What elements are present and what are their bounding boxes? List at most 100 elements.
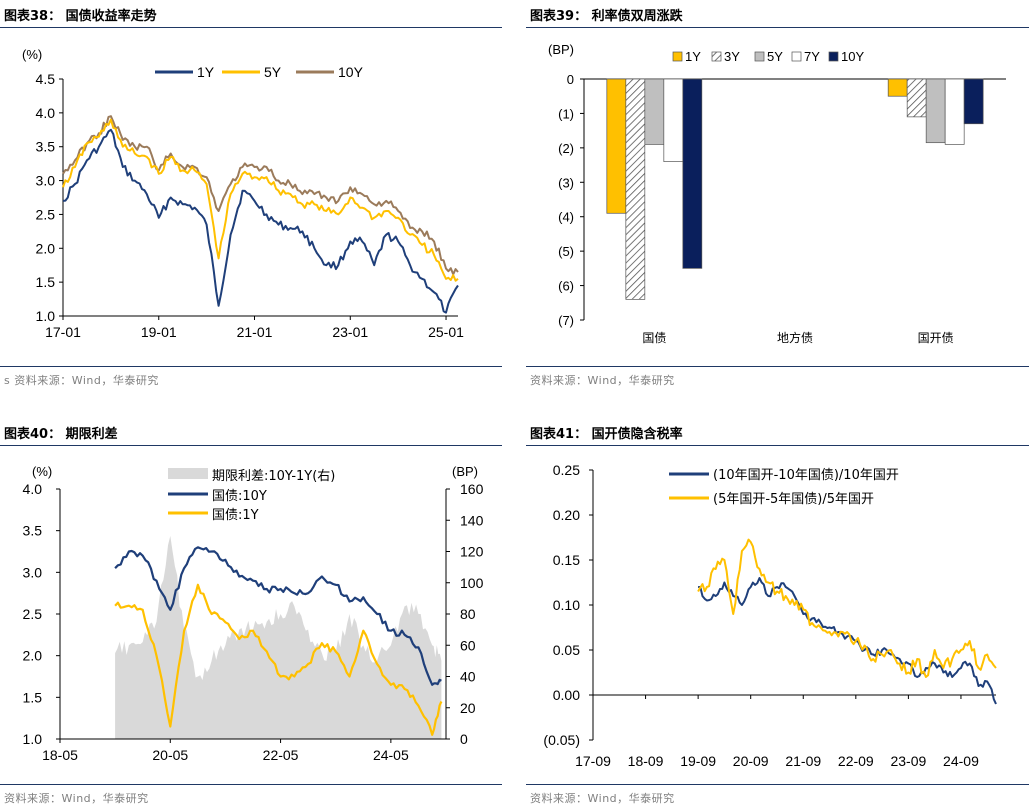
category-label: 地方债 (777, 330, 813, 345)
y-tick-label: 4.0 (36, 105, 56, 121)
y-axis-unit: (%) (22, 47, 42, 62)
bar-1Y-国债 (606, 78, 627, 214)
x-tick-label: 25-01 (428, 324, 464, 340)
legend-label: (5年国开-5年国债)/5年国开 (713, 492, 874, 507)
x-tick-label: 19-09 (680, 753, 716, 769)
chart-term-spread: (%) (BP) 1.0 1.5 2.0 2.5 3.0 3.5 4.0 0 20 40 60 80 100… (23, 464, 484, 763)
bar-5Y-国开债 (925, 78, 946, 144)
x-tick-label: 17-09 (575, 753, 611, 769)
legend-label: 10Y (338, 64, 364, 80)
legend-label: 5Y (767, 49, 783, 64)
series-line-5Y (62, 118, 459, 282)
title-rule-41 (526, 445, 1029, 446)
y2-tick-label: 20 (460, 700, 476, 716)
legend-label: 5Y (264, 64, 282, 80)
series-area-term-spread (115, 535, 442, 739)
title-rule-40 (0, 445, 502, 446)
y-tick-label: 2.0 (23, 648, 43, 664)
chart-treasury-yield: (%) 1.0 1.5 2.0 2.5 3.0 3.5 4.0 4.5 17-01 19-01 21-… (22, 47, 464, 340)
bar-3Y-国开债 (906, 78, 927, 118)
y-tick-label: 2.5 (36, 206, 56, 222)
y-tick-label: 0.00 (553, 687, 580, 703)
source-rule-41 (526, 784, 1029, 785)
y-tick-label: 0.05 (553, 642, 580, 658)
y2-tick-label: 120 (460, 544, 484, 560)
x-tick-label: 19-01 (141, 324, 177, 340)
y-tick-label: 4.5 (36, 71, 56, 87)
y-tick-label: 2.0 (36, 240, 56, 256)
title-rule-38 (0, 27, 502, 28)
legend-swatch-1Y (672, 51, 683, 62)
legend-swatch-3Y (711, 51, 722, 62)
y-tick-label: 4.0 (23, 481, 43, 497)
legend-label: 1Y (197, 64, 215, 80)
y-tick-label: 0.10 (553, 597, 580, 613)
source-note-39: 资料来源：Wind，华泰研究 (530, 374, 675, 387)
x-tick-label: 20-05 (152, 747, 188, 763)
bar-10Y-国开债 (963, 78, 984, 125)
source-note-41: 资料来源：Wind，华泰研究 (530, 792, 675, 805)
chart-title-38: 图表38： 国债收益率走势 (4, 9, 157, 24)
y-tick-label: (1) (558, 106, 574, 121)
y-tick-label: 1.5 (36, 274, 56, 290)
bar-3Y-国债 (625, 78, 646, 300)
series-line-1Y (62, 128, 459, 314)
y-tick-label: 3.5 (36, 139, 56, 155)
y-tick-label: (5) (558, 244, 574, 259)
legend-label: 3Y (724, 49, 740, 64)
y2-axis-unit: (BP) (452, 464, 478, 479)
x-tick-label: 21-01 (237, 324, 273, 340)
x-tick-label: 17-01 (45, 324, 81, 340)
y-tick-label: 1.5 (23, 689, 43, 705)
title-rule-39 (526, 27, 1029, 28)
y-axis-unit: (BP) (548, 42, 574, 57)
y-tick-label: 1.0 (23, 731, 43, 747)
x-tick-label: 22-09 (838, 753, 874, 769)
y2-tick-label: 140 (460, 512, 484, 528)
x-tick-label: 23-01 (332, 324, 368, 340)
y-tick-label: 1.0 (36, 308, 56, 324)
legend-label: 10Y (841, 49, 864, 64)
bar-1Y-国开债 (887, 78, 908, 97)
y-tick-label: (7) (558, 313, 574, 328)
y2-tick-label: 60 (460, 637, 476, 653)
source-note-38: s 资料来源：Wind，华泰研究 (4, 374, 159, 387)
x-tick-label: 23-09 (890, 753, 926, 769)
x-tick-label: 22-05 (263, 747, 299, 763)
series-line-10Y (62, 115, 459, 276)
chart-implied-tax-rate: (0.05) 0.00 0.05 0.10 0.15 0.20 0.25 17-09 18-09… (543, 462, 997, 769)
x-tick-label: 24-09 (943, 753, 979, 769)
y-tick-label: (3) (558, 175, 574, 190)
y-tick-label: 0.20 (553, 507, 580, 523)
source-rule-39 (526, 366, 1029, 367)
legend-label: (10年国开-10年国债)/10年国开 (713, 468, 899, 483)
chart-title-40: 图表40： 期限利差 (4, 427, 118, 442)
y-tick-label: (2) (558, 141, 574, 156)
legend-label: 1Y (685, 49, 701, 64)
series-line-国债:10Y (114, 546, 442, 686)
y-tick-label: 0 (567, 72, 574, 87)
x-tick-label: 24-05 (373, 747, 409, 763)
legend-swatch-5Y (754, 51, 765, 62)
y-tick-label: 2.5 (23, 606, 43, 622)
legend-label: 期限利差:10Y-1Y(右) (212, 469, 335, 484)
y2-tick-label: 80 (460, 606, 476, 622)
y-tick-label: 3.0 (23, 564, 43, 580)
y-tick-label: 0.15 (553, 552, 580, 568)
category-label: 国债 (642, 331, 666, 345)
legend-label: 国债:1Y (212, 508, 259, 523)
legend-label: 国债:10Y (212, 489, 267, 504)
x-tick-label: 20-09 (733, 753, 769, 769)
x-tick-label: 18-09 (628, 753, 664, 769)
legend-label: 7Y (804, 49, 820, 64)
y-tick-label: 0.25 (553, 462, 580, 478)
y-tick-label: 3.0 (36, 173, 56, 189)
series-line-five-year (697, 538, 997, 678)
y2-tick-label: 0 (460, 731, 468, 747)
y2-tick-label: 160 (460, 481, 484, 497)
bar-7Y-国债 (663, 78, 684, 162)
chart-title-39: 图表39： 利率债双周涨跌 (530, 9, 683, 24)
y-tick-label: (0.05) (543, 732, 580, 748)
legend-swatch-7Y (791, 51, 802, 62)
bar-10Y-国债 (682, 78, 703, 269)
